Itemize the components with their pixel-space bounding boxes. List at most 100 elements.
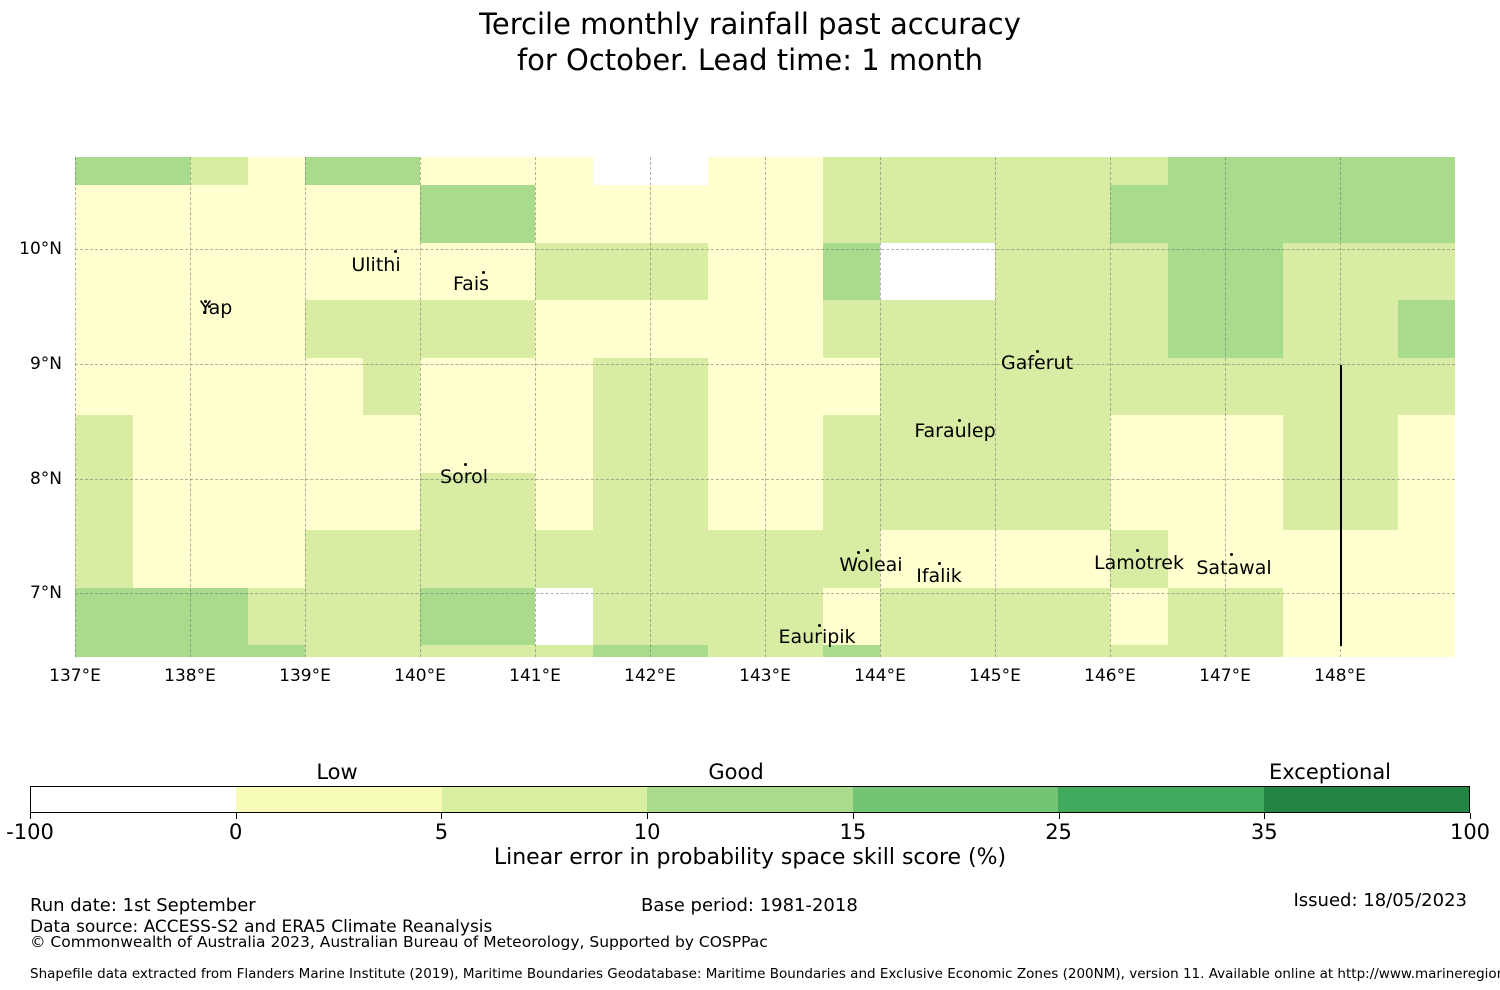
map-cell bbox=[1283, 243, 1341, 301]
island-label-ulithi: Ulithi bbox=[351, 254, 400, 276]
map-cell bbox=[363, 358, 421, 416]
map-cell bbox=[305, 588, 363, 646]
map-cell bbox=[75, 530, 133, 588]
map-cell bbox=[1053, 588, 1111, 646]
map-cell bbox=[420, 645, 478, 657]
map-gridline-vertical bbox=[1225, 157, 1226, 657]
colorbar bbox=[30, 786, 1470, 813]
island-dot bbox=[958, 419, 961, 422]
map-cell bbox=[1168, 358, 1226, 416]
map-cell bbox=[650, 157, 708, 185]
map-cell bbox=[1110, 358, 1168, 416]
map-gridline-horizontal bbox=[75, 479, 1455, 480]
map-cell bbox=[363, 300, 421, 358]
colorbar-segment bbox=[442, 787, 647, 812]
map-cell bbox=[1340, 243, 1398, 301]
map-cell bbox=[1168, 415, 1226, 473]
map-cell bbox=[765, 185, 823, 243]
map-cell bbox=[420, 300, 478, 358]
map-cell bbox=[708, 185, 766, 243]
map-cell bbox=[708, 473, 766, 531]
map-cell bbox=[1398, 415, 1456, 473]
map-cell bbox=[363, 473, 421, 531]
map-cell bbox=[1398, 530, 1456, 588]
island-label-lamotrek: Lamotrek bbox=[1094, 552, 1184, 574]
map-cell bbox=[823, 300, 881, 358]
x-tick-label: 144°E bbox=[840, 666, 920, 686]
map-cell bbox=[478, 300, 536, 358]
map-cell bbox=[75, 243, 133, 301]
map-gridline-vertical bbox=[190, 157, 191, 657]
run-date-text: Run date: 1st September bbox=[30, 895, 256, 916]
island-label-eauripik: Eauripik bbox=[778, 626, 855, 648]
map-cell bbox=[880, 243, 938, 301]
map-cell bbox=[1225, 157, 1283, 185]
y-tick-label: 10°N bbox=[0, 238, 62, 260]
map-cell bbox=[1225, 645, 1283, 657]
map-cell bbox=[593, 243, 651, 301]
map-cell bbox=[1283, 645, 1341, 657]
map-cell bbox=[1340, 645, 1398, 657]
map-gridline-vertical bbox=[995, 157, 996, 657]
map-cell bbox=[1168, 157, 1226, 185]
map-cell bbox=[995, 588, 1053, 646]
map-cell bbox=[995, 473, 1053, 531]
map-cell bbox=[880, 300, 938, 358]
map-cell bbox=[765, 157, 823, 185]
y-tick-label: 7°N bbox=[0, 582, 62, 604]
map-cell bbox=[75, 473, 133, 531]
map-cell bbox=[1168, 300, 1226, 358]
map-cell bbox=[190, 358, 248, 416]
island-label-woleai: Woleai bbox=[839, 554, 902, 576]
map-cell bbox=[880, 185, 938, 243]
map-gridline-vertical bbox=[880, 157, 881, 657]
map-cell bbox=[938, 473, 996, 531]
map-cell bbox=[1053, 300, 1111, 358]
map-cell bbox=[1398, 185, 1456, 243]
map-cell bbox=[1398, 473, 1456, 531]
island-dot bbox=[394, 250, 397, 253]
colorbar-tick-label: 10 bbox=[592, 820, 702, 844]
map-cell bbox=[133, 588, 191, 646]
map-cell bbox=[75, 185, 133, 243]
map-cell bbox=[248, 415, 306, 473]
map-gridline-vertical bbox=[305, 157, 306, 657]
map-cell bbox=[535, 157, 593, 185]
map-cell bbox=[190, 185, 248, 243]
map-cell bbox=[478, 415, 536, 473]
map-cell bbox=[1053, 157, 1111, 185]
map-cell bbox=[363, 415, 421, 473]
map-cell bbox=[650, 415, 708, 473]
map-cell bbox=[708, 530, 766, 588]
map-cell bbox=[1340, 358, 1398, 416]
map-cell bbox=[478, 530, 536, 588]
map-cell bbox=[1283, 530, 1341, 588]
x-tick-label: 139°E bbox=[265, 666, 345, 686]
map-cell bbox=[1340, 415, 1398, 473]
y-tick-label: 8°N bbox=[0, 468, 62, 490]
issued-date-text: Issued: 18/05/2023 bbox=[1293, 890, 1467, 911]
map-cell bbox=[1340, 157, 1398, 185]
map-cell bbox=[305, 300, 363, 358]
colorbar-tick-label: 25 bbox=[1004, 820, 1114, 844]
map-cell bbox=[593, 473, 651, 531]
page-title-line2: for October. Lead time: 1 month bbox=[0, 42, 1500, 78]
map-cell bbox=[880, 588, 938, 646]
map-cell bbox=[650, 185, 708, 243]
x-tick-label: 138°E bbox=[150, 666, 230, 686]
map-gridline-horizontal bbox=[75, 249, 1455, 250]
map-cell bbox=[305, 185, 363, 243]
map-gridline-vertical bbox=[75, 157, 76, 657]
map-cell bbox=[75, 588, 133, 646]
map-cell bbox=[1168, 588, 1226, 646]
map-cell bbox=[1283, 588, 1341, 646]
map-cell bbox=[1283, 300, 1341, 358]
map-cell bbox=[133, 185, 191, 243]
map-cell bbox=[1398, 243, 1456, 301]
map-cell bbox=[248, 185, 306, 243]
map-cell bbox=[708, 415, 766, 473]
map-gridline-vertical bbox=[1110, 157, 1111, 657]
colorbar-tick bbox=[30, 813, 31, 819]
map-cell bbox=[190, 243, 248, 301]
map-cell bbox=[248, 588, 306, 646]
